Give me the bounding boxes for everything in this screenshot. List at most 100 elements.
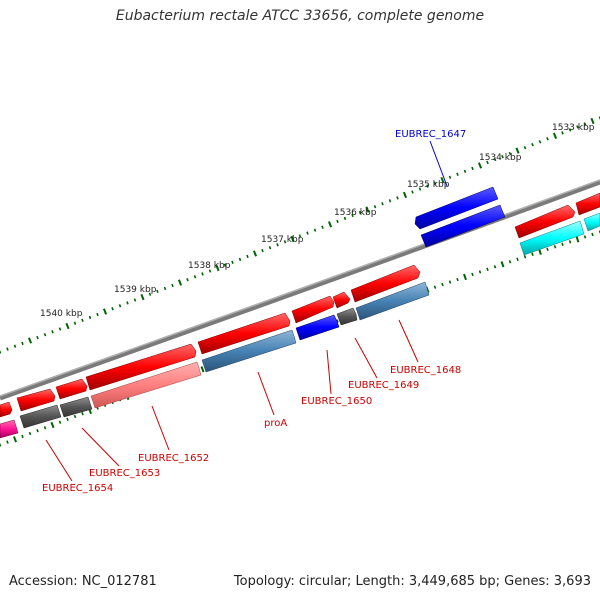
minor-tick [36, 335, 39, 340]
minor-tick [553, 245, 557, 249]
minor-tick [73, 414, 77, 419]
minor-tick [546, 137, 549, 141]
minor-tick [336, 319, 339, 323]
gene-label-eubrec-1647[interactable]: EUBREC_1647 [395, 129, 466, 140]
gene-label-eubrec-1654[interactable]: EUBREC_1654 [42, 483, 113, 494]
minor-tick [523, 145, 527, 150]
minor-tick [343, 216, 347, 221]
minor-tick [433, 285, 437, 289]
major-tick [50, 421, 55, 429]
minor-tick [43, 333, 47, 337]
gene-pink-reverse[interactable] [90, 361, 202, 409]
minor-tick [81, 412, 84, 416]
minor-tick [171, 283, 174, 288]
gene-blue-reverse[interactable] [295, 314, 340, 341]
minor-tick [0, 443, 2, 447]
major-tick [140, 294, 145, 301]
minor-tick [201, 272, 204, 276]
gene-label-eubrec-1652[interactable]: EUBREC_1652 [138, 453, 209, 464]
gene-gray-reverse[interactable] [19, 404, 62, 429]
minor-tick [583, 122, 587, 126]
major-tick [327, 221, 333, 228]
gene-label-eubrec-1653[interactable]: EUBREC_1653 [89, 468, 160, 479]
scale-label: 1537 kbp [261, 235, 304, 245]
minor-tick [306, 231, 309, 235]
gene-eubrec-1652[interactable] [85, 343, 197, 391]
minor-tick [261, 248, 264, 253]
minor-tick [463, 169, 467, 173]
minor-tick [471, 272, 474, 277]
gene-label-proa[interactable]: proA [264, 418, 287, 429]
minor-tick [21, 434, 24, 439]
gene-label-eubrec-1649[interactable]: EUBREC_1649 [348, 380, 419, 391]
minor-tick [388, 199, 392, 203]
minor-tick [373, 205, 377, 209]
major-tick [500, 261, 505, 268]
gene-forward[interactable] [575, 192, 600, 216]
minor-tick [13, 344, 17, 348]
major-tick [463, 273, 467, 281]
minor-tick [568, 240, 572, 244]
gene-gray-reverse[interactable] [336, 307, 358, 326]
gene-proa[interactable] [197, 312, 291, 355]
minor-tick [486, 267, 489, 272]
minor-tick [6, 347, 9, 351]
minor-tick [426, 184, 429, 188]
gene-gray-reverse[interactable] [59, 396, 93, 418]
major-tick [365, 206, 370, 213]
major-tick [290, 235, 295, 243]
label-leaders [45, 140, 448, 482]
minor-tick [486, 160, 489, 165]
gene-cyan-reverse[interactable] [583, 212, 600, 232]
minor-tick [268, 246, 272, 250]
minor-tick [276, 243, 279, 247]
gene-blue-reverse[interactable] [420, 204, 506, 248]
minor-tick [6, 440, 9, 444]
major-tick [440, 177, 445, 184]
gene-eubrec-1648[interactable] [350, 264, 421, 303]
minor-tick [516, 257, 519, 261]
minor-tick [231, 260, 234, 264]
minor-tick [418, 187, 422, 191]
gene-magenta-reverse[interactable] [0, 419, 19, 439]
minor-tick [381, 202, 384, 206]
gene-eubrec-1653[interactable] [55, 378, 88, 400]
minor-tick [51, 330, 54, 334]
scale-tick-track [0, 116, 600, 354]
gene-eubrec-1647[interactable] [414, 186, 499, 230]
gene-label-eubrec-1650[interactable]: EUBREC_1650 [301, 396, 372, 407]
scale-label: 1538 kbp [188, 261, 231, 271]
minor-tick [433, 181, 437, 185]
map-title: Eubacterium rectale ATCC 33656, complete… [115, 8, 485, 24]
gene-forward[interactable] [514, 204, 576, 239]
minor-tick [546, 247, 549, 251]
accession-text: Accession: NC_012781 [9, 574, 157, 589]
scale-label: 1540 kbp [40, 309, 83, 319]
minor-tick [88, 315, 92, 320]
gene-cyan-reverse[interactable] [519, 220, 585, 256]
minor-tick [148, 292, 152, 296]
gene-steel-reverse[interactable] [201, 329, 297, 373]
minor-tick [561, 131, 564, 135]
gene-steel-reverse[interactable] [355, 281, 430, 321]
minor-tick [523, 255, 527, 259]
minor-tick [156, 289, 159, 293]
genome-backbone-highlight [0, 179, 600, 397]
genome-backbone [0, 179, 600, 401]
major-tick [215, 264, 220, 272]
gene-forward[interactable] [0, 401, 13, 418]
minor-tick [441, 282, 444, 287]
minor-tick [298, 234, 302, 238]
minor-tick [21, 341, 24, 346]
minor-tick [493, 265, 497, 269]
minor-tick [531, 252, 534, 256]
minor-tick [58, 327, 62, 331]
gene-eubrec-1654[interactable] [16, 388, 56, 412]
minor-tick [561, 242, 564, 246]
gene-eubrec-1650[interactable] [291, 295, 335, 324]
gene-eubrec-1649[interactable] [332, 291, 351, 309]
gene-label-eubrec-1648[interactable]: EUBREC_1648 [390, 365, 461, 376]
minor-tick [313, 228, 317, 232]
minor-tick [396, 196, 399, 200]
